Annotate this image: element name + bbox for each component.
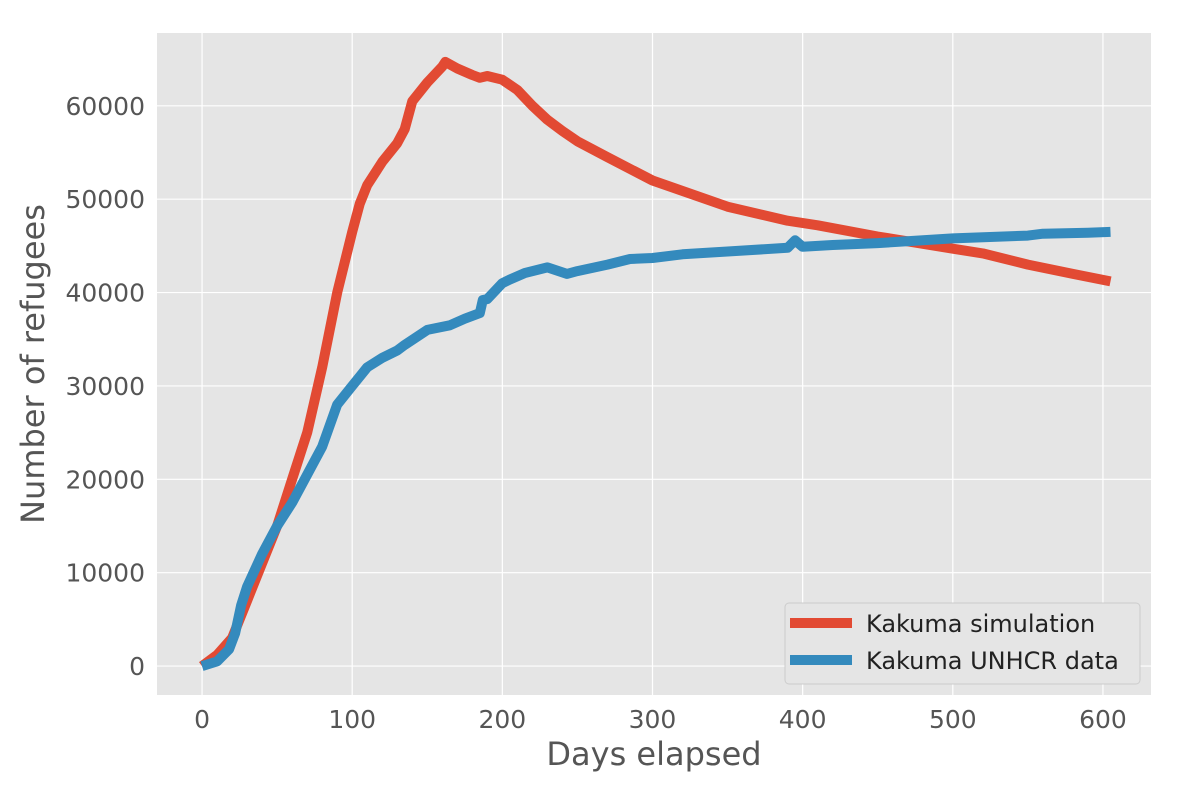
x-tick-label: 500: [929, 705, 977, 734]
y-axis-label: Number of refugees: [14, 204, 52, 524]
y-tick-label: 40000: [65, 279, 145, 308]
legend-label-unhcr: Kakuma UNHCR data: [866, 647, 1119, 675]
x-tick-label: 0: [194, 705, 210, 734]
x-tick-label: 600: [1079, 705, 1127, 734]
x-tick-label: 200: [478, 705, 526, 734]
x-tick-label: 100: [328, 705, 376, 734]
y-tick-label: 30000: [65, 372, 145, 401]
x-tick-label: 400: [779, 705, 827, 734]
legend: Kakuma simulation Kakuma UNHCR data: [784, 602, 1141, 685]
y-tick-labels: 0 10000 20000 30000 40000 50000 60000: [65, 92, 145, 681]
series-layer: [199, 56, 1112, 671]
series-line-simulation: [199, 56, 1112, 671]
series-line-unhcr-data: [200, 226, 1111, 671]
x-tick-labels: 0 100 200 300 400 500 600: [194, 705, 1127, 734]
y-tick-label: 60000: [65, 92, 145, 121]
y-tick-label: 50000: [65, 185, 145, 214]
plot-background: [157, 33, 1151, 695]
x-axis-label: Days elapsed: [546, 735, 761, 773]
y-tick-label: 10000: [65, 559, 145, 588]
x-tick-label: 300: [629, 705, 677, 734]
legend-label-simulation: Kakuma simulation: [866, 610, 1095, 638]
y-tick-label: 0: [129, 652, 145, 681]
y-tick-label: 20000: [65, 465, 145, 494]
legend-box: [784, 602, 1141, 685]
